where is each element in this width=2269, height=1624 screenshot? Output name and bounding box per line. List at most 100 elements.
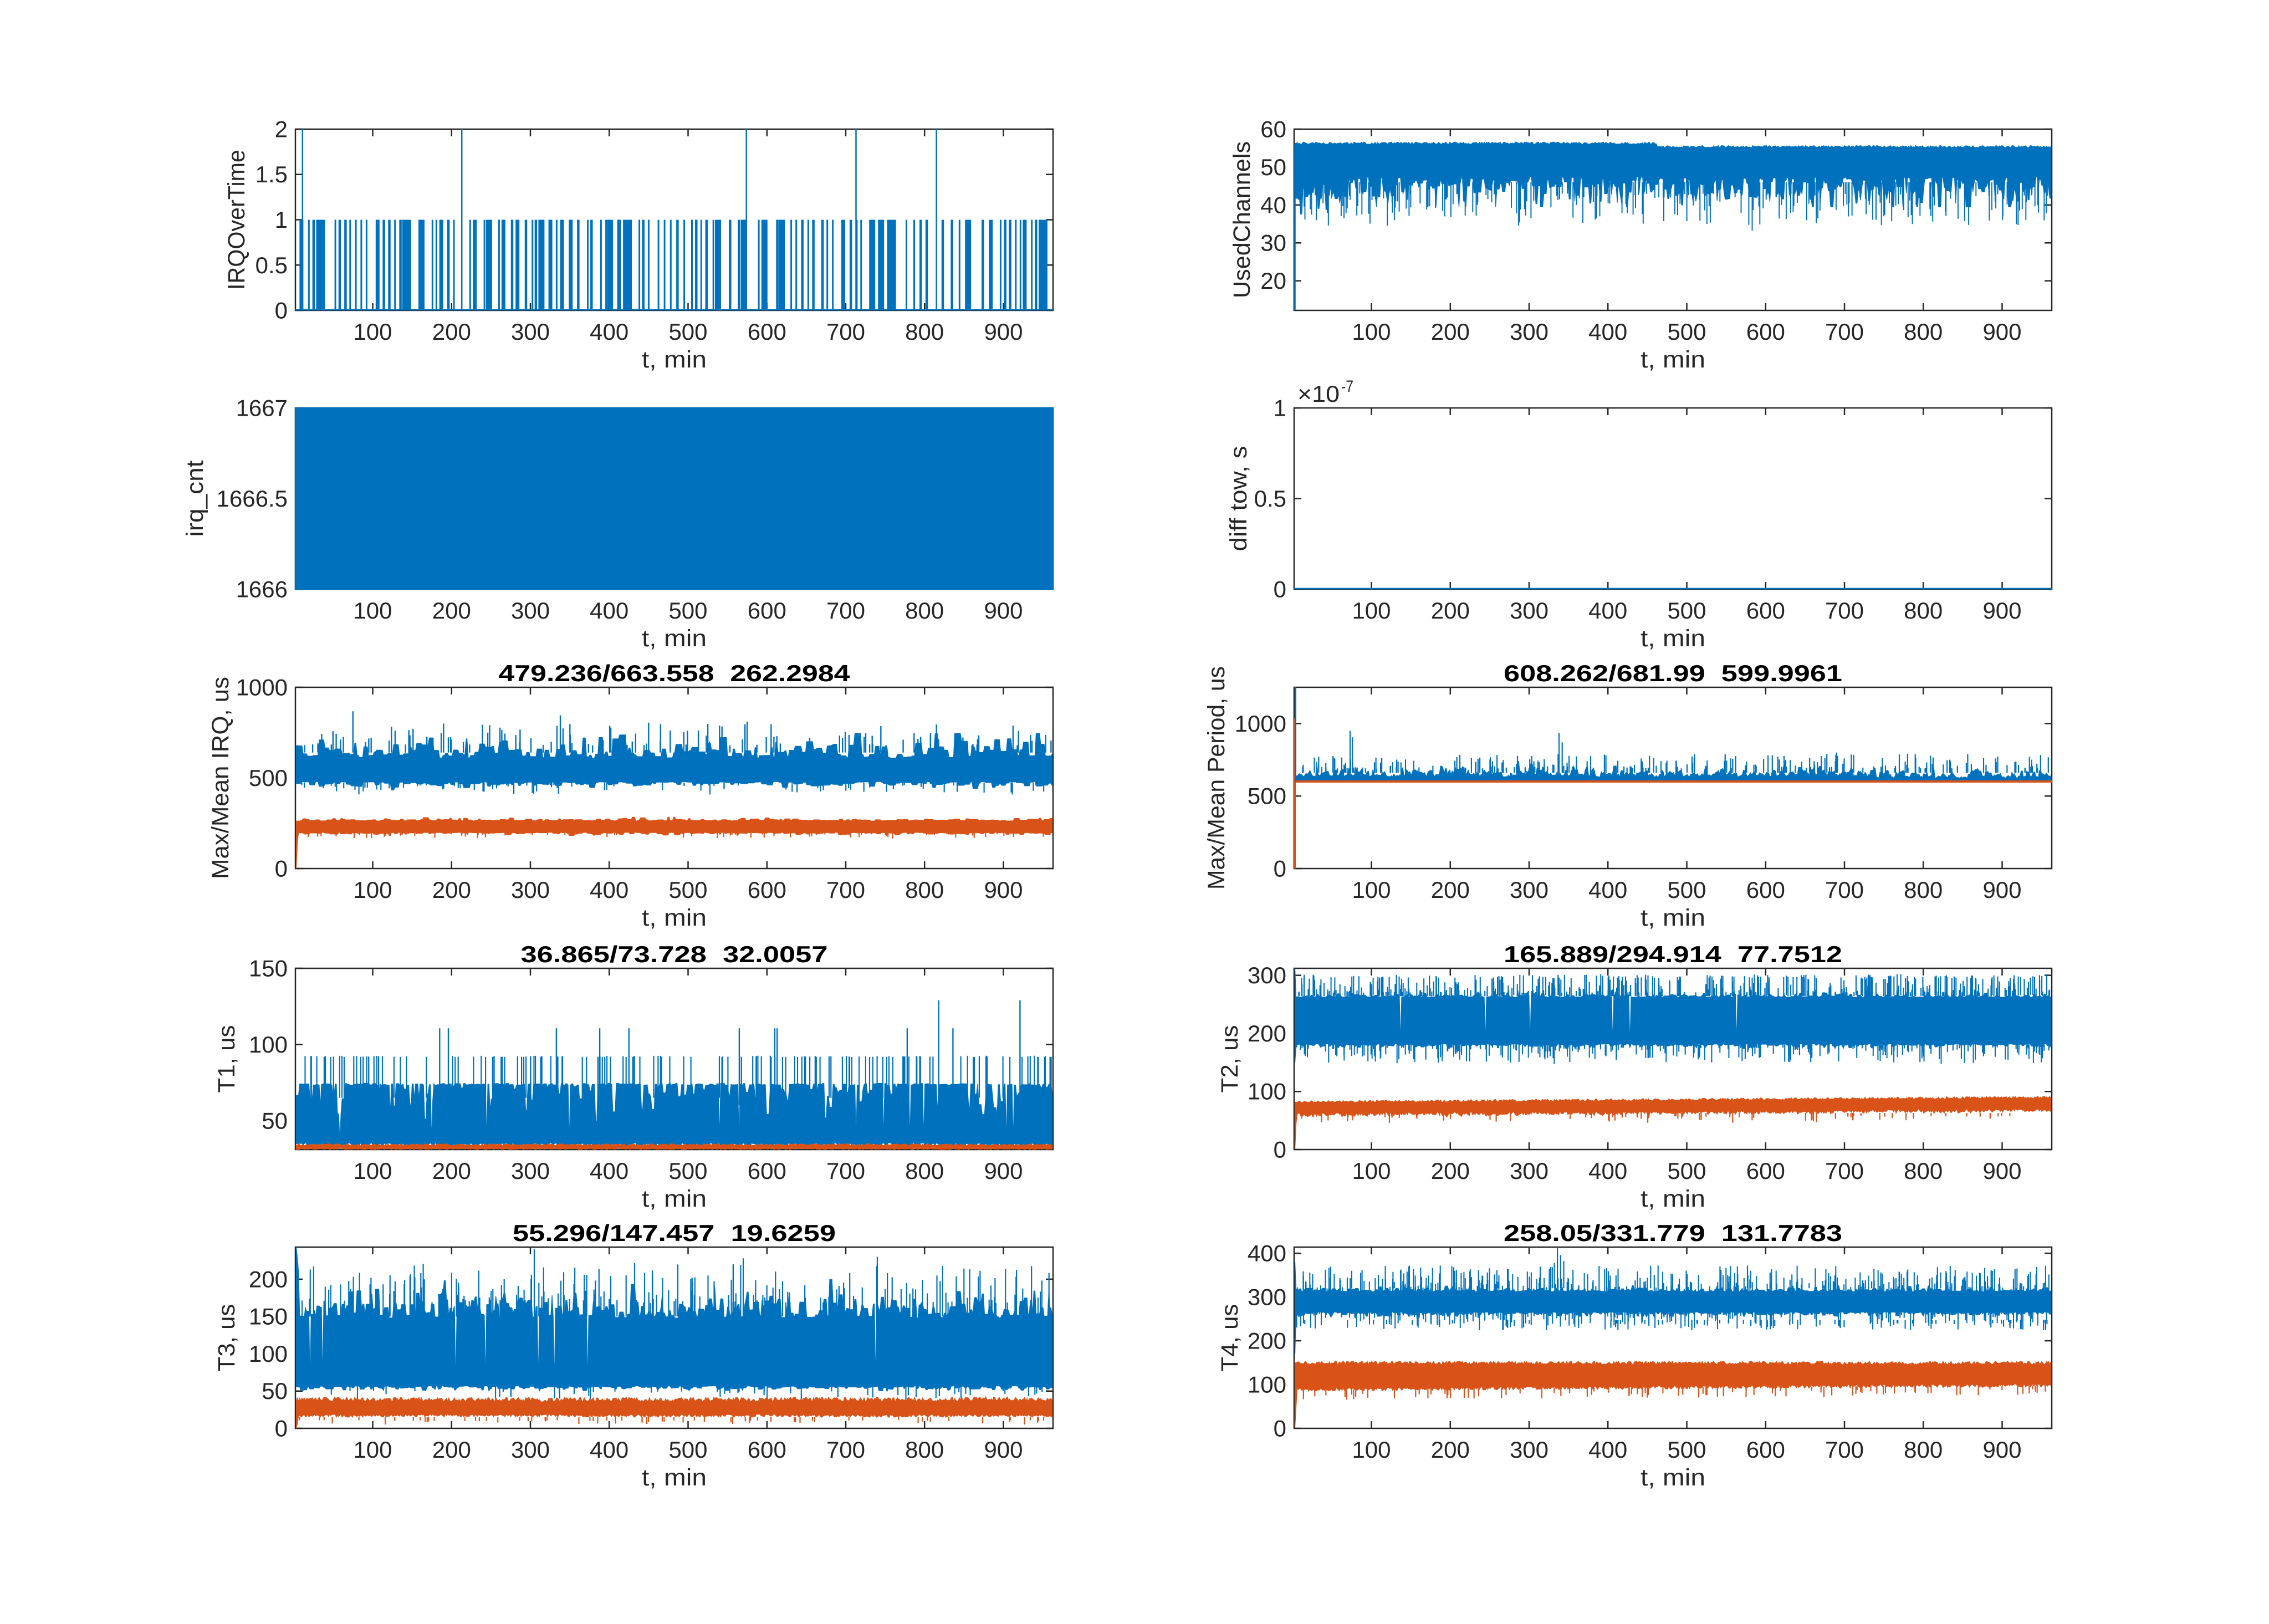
svg-text:900: 900 bbox=[984, 1437, 1023, 1463]
svg-text:t, min: t, min bbox=[642, 1186, 707, 1212]
svg-text:40: 40 bbox=[1260, 192, 1286, 218]
svg-text:900: 900 bbox=[984, 597, 1023, 624]
svg-text:100: 100 bbox=[1352, 597, 1391, 624]
svg-text:600: 600 bbox=[1746, 1437, 1785, 1463]
svg-text:800: 800 bbox=[905, 1158, 944, 1184]
svg-text:300: 300 bbox=[1510, 1437, 1549, 1463]
svg-text:700: 700 bbox=[826, 877, 865, 903]
svg-text:300: 300 bbox=[511, 877, 550, 903]
svg-text:Max/Mean IRQ, us: Max/Mean IRQ, us bbox=[207, 677, 234, 879]
svg-text:800: 800 bbox=[905, 1437, 944, 1463]
svg-text:50: 50 bbox=[262, 1107, 288, 1133]
svg-text:150: 150 bbox=[249, 956, 288, 982]
svg-text:t, min: t, min bbox=[1641, 1186, 1705, 1212]
svg-text:irq_cnt: irq_cnt bbox=[182, 460, 208, 537]
svg-text:500: 500 bbox=[668, 1437, 707, 1463]
svg-text:1: 1 bbox=[275, 207, 288, 233]
svg-text:900: 900 bbox=[984, 1158, 1023, 1184]
svg-text:600: 600 bbox=[1746, 877, 1785, 903]
svg-text:400: 400 bbox=[590, 1437, 628, 1463]
svg-text:500: 500 bbox=[1248, 783, 1286, 809]
svg-text:700: 700 bbox=[826, 319, 865, 345]
svg-text:t, min: t, min bbox=[1641, 905, 1705, 931]
svg-text:800: 800 bbox=[1904, 1158, 1943, 1184]
svg-text:100: 100 bbox=[1248, 1079, 1286, 1105]
svg-text:500: 500 bbox=[668, 877, 707, 903]
svg-text:t, min: t, min bbox=[642, 905, 707, 931]
svg-text:t, min: t, min bbox=[1641, 1464, 1705, 1491]
svg-text:60: 60 bbox=[1260, 116, 1286, 142]
svg-text:800: 800 bbox=[1904, 877, 1943, 903]
svg-text:36.865/73.728 32.0057: 36.865/73.728 32.0057 bbox=[521, 941, 828, 967]
svg-text:200: 200 bbox=[432, 597, 471, 624]
svg-text:20: 20 bbox=[1260, 268, 1286, 294]
svg-text:100: 100 bbox=[249, 1031, 288, 1058]
svg-text:500: 500 bbox=[668, 319, 707, 345]
svg-text:700: 700 bbox=[826, 1158, 865, 1184]
svg-text:300: 300 bbox=[511, 597, 550, 624]
svg-text:400: 400 bbox=[1588, 1158, 1627, 1184]
svg-text:600: 600 bbox=[748, 319, 786, 345]
svg-text:500: 500 bbox=[1667, 1158, 1706, 1184]
svg-text:1000: 1000 bbox=[1235, 711, 1286, 737]
svg-text:300: 300 bbox=[511, 1158, 550, 1184]
svg-text:300: 300 bbox=[1510, 597, 1549, 624]
svg-text:600: 600 bbox=[748, 877, 786, 903]
svg-text:0: 0 bbox=[275, 1416, 288, 1442]
svg-text:900: 900 bbox=[1982, 1437, 2021, 1463]
svg-text:700: 700 bbox=[1825, 319, 1864, 345]
svg-text:700: 700 bbox=[1825, 597, 1864, 624]
svg-text:400: 400 bbox=[1588, 877, 1627, 903]
svg-text:600: 600 bbox=[1746, 1158, 1785, 1184]
svg-text:100: 100 bbox=[1352, 1158, 1391, 1184]
svg-text:600: 600 bbox=[1746, 319, 1785, 345]
svg-text:2: 2 bbox=[275, 116, 288, 142]
svg-text:400: 400 bbox=[1588, 319, 1627, 345]
svg-text:t, min: t, min bbox=[642, 625, 707, 652]
svg-text:200: 200 bbox=[432, 319, 471, 345]
svg-text:258.05/331.779 131.7783: 258.05/331.779 131.7783 bbox=[1504, 1220, 1842, 1246]
svg-text:200: 200 bbox=[1431, 877, 1470, 903]
svg-text:800: 800 bbox=[1904, 319, 1943, 345]
svg-text:900: 900 bbox=[1982, 319, 2021, 345]
svg-text:300: 300 bbox=[1510, 319, 1549, 345]
svg-text:IRQOverTime: IRQOverTime bbox=[223, 150, 250, 290]
svg-text:400: 400 bbox=[1588, 1437, 1627, 1463]
svg-text:300: 300 bbox=[1248, 1284, 1286, 1310]
svg-text:400: 400 bbox=[1588, 597, 1627, 624]
svg-text:0.5: 0.5 bbox=[1254, 486, 1286, 512]
svg-text:900: 900 bbox=[984, 319, 1023, 345]
svg-text:100: 100 bbox=[353, 319, 392, 345]
svg-text:165.889/294.914 77.7512: 165.889/294.914 77.7512 bbox=[1504, 941, 1842, 967]
svg-text:100: 100 bbox=[1352, 1437, 1391, 1463]
svg-text:200: 200 bbox=[1248, 1328, 1286, 1354]
svg-text:300: 300 bbox=[511, 319, 550, 345]
svg-text:700: 700 bbox=[826, 1437, 865, 1463]
svg-text:55.296/147.457 19.6259: 55.296/147.457 19.6259 bbox=[513, 1220, 836, 1246]
svg-text:100: 100 bbox=[249, 1341, 288, 1367]
svg-text:0: 0 bbox=[275, 298, 288, 324]
svg-text:1000: 1000 bbox=[236, 675, 288, 701]
svg-text:300: 300 bbox=[1248, 962, 1286, 988]
svg-text:100: 100 bbox=[353, 877, 392, 903]
svg-text:t, min: t, min bbox=[642, 1464, 707, 1491]
svg-text:500: 500 bbox=[668, 1158, 707, 1184]
svg-text:100: 100 bbox=[353, 1437, 392, 1463]
svg-text:0: 0 bbox=[275, 856, 288, 882]
svg-text:479.236/663.558 262.2984: 479.236/663.558 262.2984 bbox=[499, 660, 851, 686]
svg-text:-7: -7 bbox=[1341, 377, 1353, 396]
svg-text:700: 700 bbox=[1825, 1158, 1864, 1184]
svg-text:400: 400 bbox=[590, 877, 628, 903]
svg-text:800: 800 bbox=[905, 319, 944, 345]
svg-text:t, min: t, min bbox=[642, 346, 707, 373]
svg-text:Max/Mean Period, us: Max/Mean Period, us bbox=[1203, 666, 1230, 890]
svg-text:500: 500 bbox=[1667, 877, 1706, 903]
svg-text:500: 500 bbox=[668, 597, 707, 624]
svg-text:200: 200 bbox=[1431, 597, 1470, 624]
svg-text:200: 200 bbox=[1431, 1437, 1470, 1463]
svg-text:100: 100 bbox=[1248, 1372, 1286, 1398]
svg-text:600: 600 bbox=[1746, 597, 1785, 624]
svg-text:1667: 1667 bbox=[236, 395, 288, 421]
svg-text:0: 0 bbox=[1274, 856, 1286, 882]
svg-text:300: 300 bbox=[1510, 877, 1549, 903]
